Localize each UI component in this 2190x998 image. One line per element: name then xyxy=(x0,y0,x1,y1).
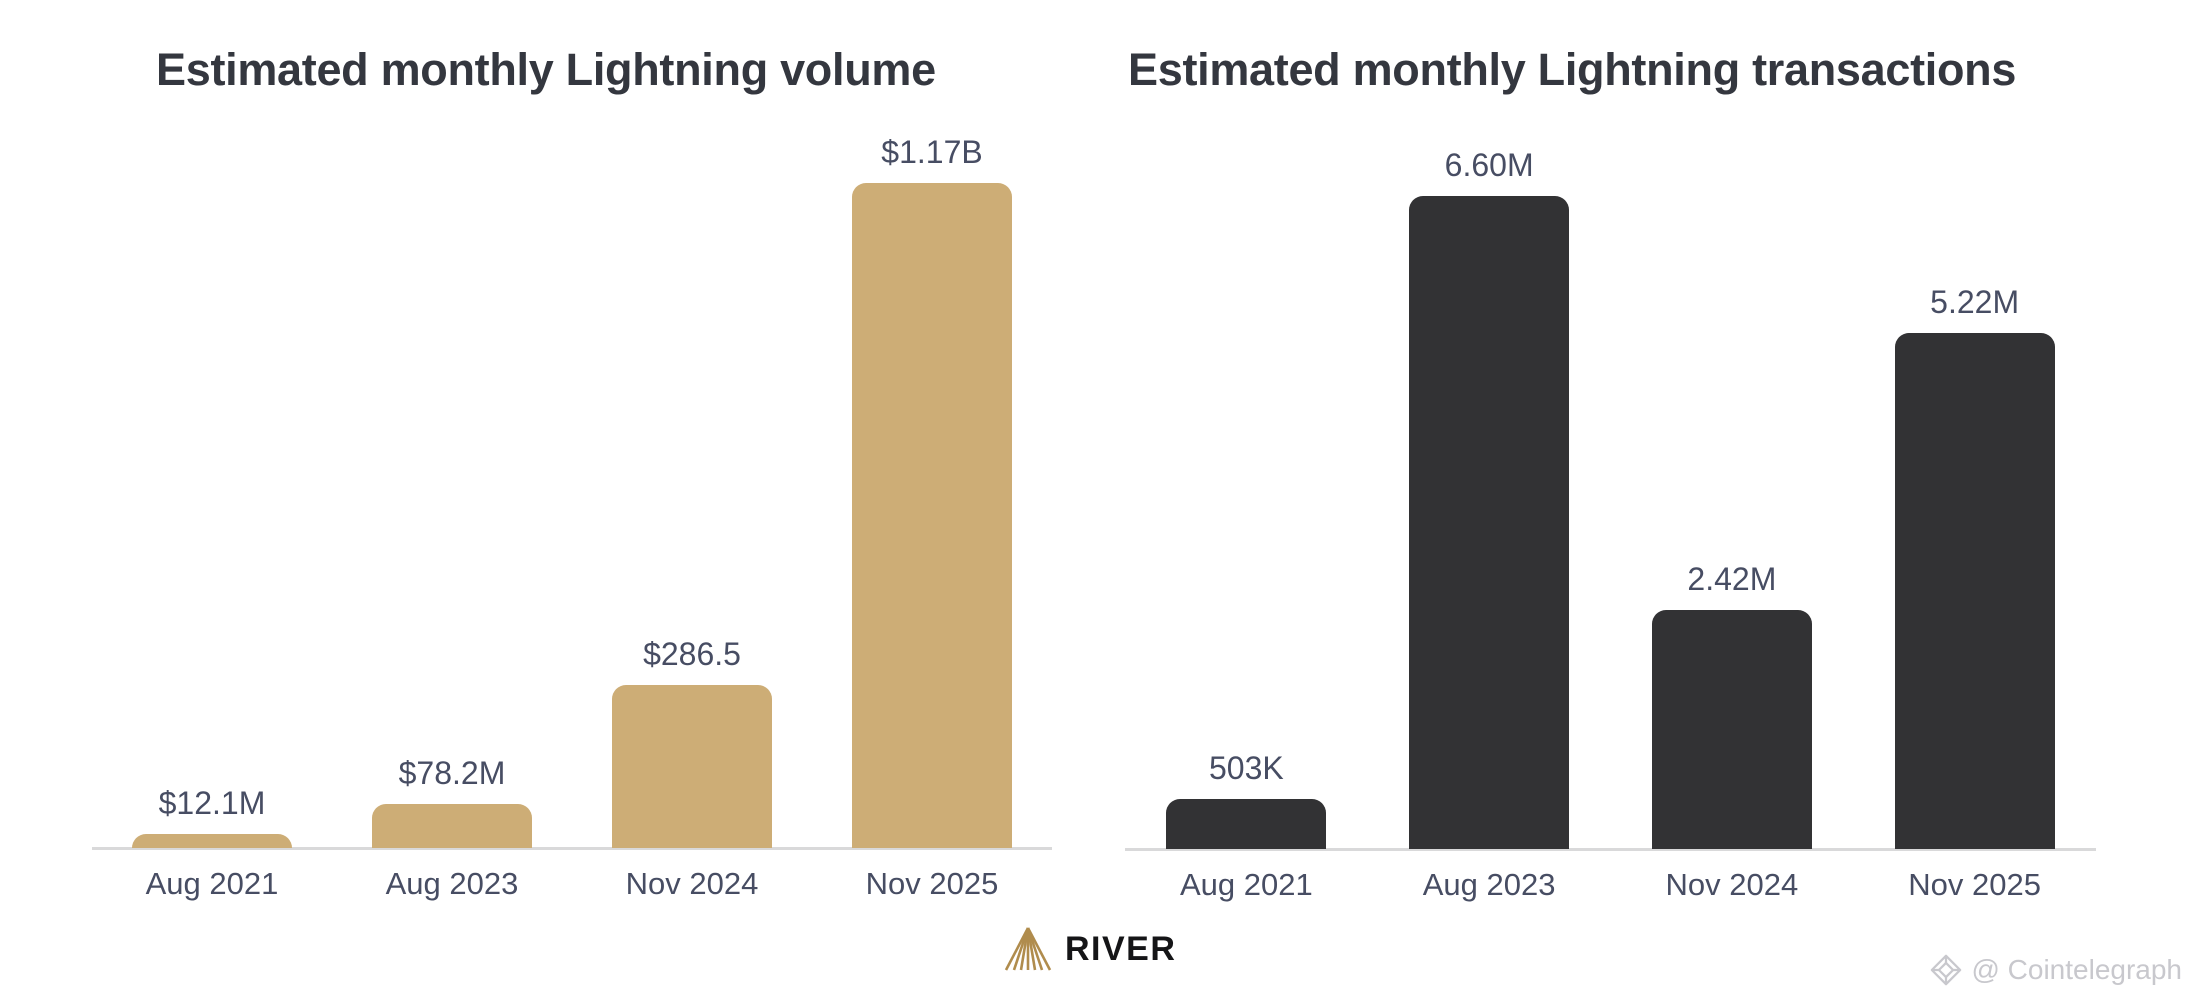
x-axis-line xyxy=(1125,848,2096,851)
river-wordmark: RIVER xyxy=(1065,929,1177,968)
x-tick-aug-2023: Aug 2023 xyxy=(1422,867,1556,902)
bar-nov-2025 xyxy=(1894,333,2055,849)
bar-aug-2023 xyxy=(1409,196,1570,849)
x-tick-nov-2025: Nov 2025 xyxy=(1908,867,2041,902)
value-label-aug-2021: $12.1M xyxy=(158,785,266,821)
x-tick-nov-2024: Nov 2024 xyxy=(1665,867,1799,902)
river-logo: RIVER xyxy=(1003,924,1176,974)
bar-nov-2024 xyxy=(612,685,772,848)
value-label-nov-2025: 5.22M xyxy=(1930,284,2020,320)
value-label-nov-2024: 2.42M xyxy=(1687,561,1777,597)
x-tick-aug-2021: Aug 2021 xyxy=(145,866,279,901)
chart-title-volume: Estimated monthly Lightning volume xyxy=(156,44,936,95)
bar-aug-2023 xyxy=(372,804,532,848)
x-tick-nov-2025: Nov 2025 xyxy=(865,866,999,901)
bar-nov-2024 xyxy=(1651,610,1812,849)
cointelegraph-icon xyxy=(1931,954,1962,986)
watermark-text: @ Cointelegraph xyxy=(1971,954,2182,985)
cointelegraph-watermark: @ Cointelegraph xyxy=(1929,950,2182,990)
bar-nov-2025 xyxy=(852,183,1012,848)
plot-area-volume: $12.1M Aug 2021 $78.2M Aug 2023 $286.5 Nov 20… xyxy=(92,134,1052,901)
value-label-aug-2023: 6.60M xyxy=(1444,147,1534,183)
value-label-aug-2023: $78.2M xyxy=(398,755,506,791)
river-logo-icon xyxy=(1004,927,1052,971)
x-tick-aug-2023: Aug 2023 xyxy=(385,866,519,901)
x-tick-aug-2021: Aug 2021 xyxy=(1180,867,1313,902)
x-axis-line xyxy=(92,847,1052,850)
value-label-nov-2025: $1.17B xyxy=(881,134,983,170)
value-label-nov-2024: $286.5 xyxy=(643,636,741,672)
value-label-aug-2021: 503K xyxy=(1209,750,1284,786)
plot-area-transactions: 503K Aug 2021 6.60M Aug 2023 2.42M Nov 2024 5.… xyxy=(1125,147,2096,902)
chart-title-transactions: Estimated monthly Lightning transactions xyxy=(1128,44,2017,95)
bar-aug-2021 xyxy=(1166,799,1327,849)
bar-aug-2021 xyxy=(132,834,292,848)
x-tick-nov-2024: Nov 2024 xyxy=(625,866,759,901)
